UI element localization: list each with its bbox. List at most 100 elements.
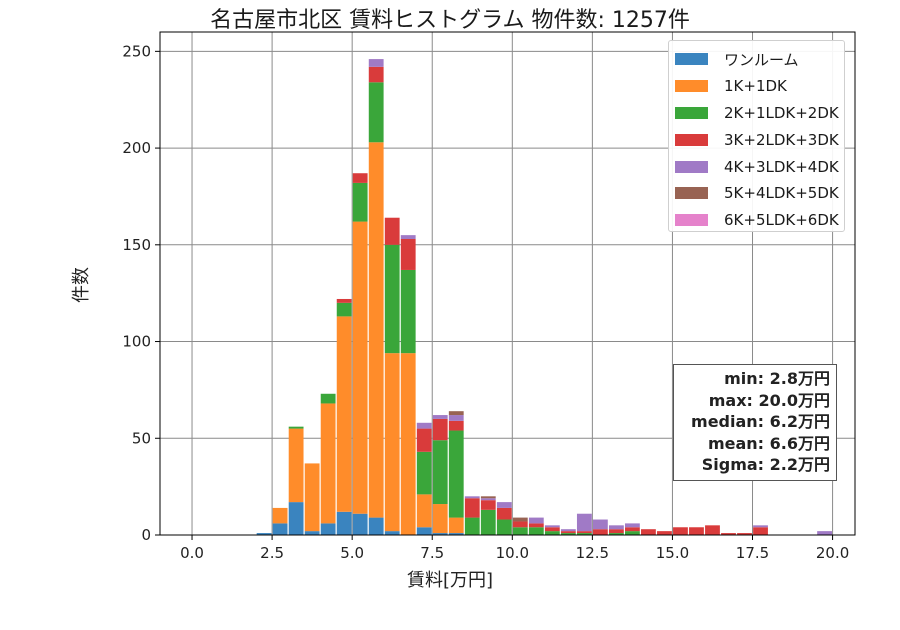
bar-segment: [528, 523, 544, 528]
bar-segment: [416, 422, 432, 429]
bar-segment: [480, 509, 496, 535]
bar-segment: [625, 531, 640, 535]
bar-segment: [432, 504, 448, 534]
bar-segment: [689, 527, 704, 535]
legend-label: 2K+1LDK+2DK: [724, 103, 839, 122]
x-axis-label: 賃料[万円]: [406, 570, 494, 591]
bar-segment: [320, 523, 336, 535]
bar-segment: [368, 142, 384, 518]
y-tick-label: 250: [122, 42, 151, 60]
legend-item: ワンルーム: [675, 46, 844, 73]
bar-segment: [448, 415, 464, 421]
bar-segment: [753, 525, 768, 528]
bar-segment: [448, 533, 464, 535]
bar-segment: [352, 513, 368, 535]
bar-segment: [352, 221, 368, 514]
bar-segment: [336, 298, 352, 303]
bar-segment: [641, 529, 656, 535]
bar-segment: [352, 173, 368, 183]
x-tick-label: 5.0: [340, 544, 364, 562]
bar-segment: [464, 498, 480, 518]
x-tick-label: 0.0: [180, 544, 204, 562]
y-tick-label: 150: [122, 236, 151, 254]
bar-segment: [544, 525, 560, 528]
bar-segment: [528, 517, 544, 524]
bar-segment: [432, 418, 448, 441]
legend-swatch: [675, 214, 708, 227]
bar-segment: [625, 523, 640, 528]
bar-segment: [400, 239, 416, 270]
bar-segment: [544, 527, 560, 532]
bar-segment: [304, 463, 320, 532]
bar-segment: [560, 529, 576, 532]
legend-item: 3K+2LDK+3DK: [675, 126, 844, 153]
stat-mean: mean: 6.6万円: [707, 433, 830, 453]
bar-segment: [368, 66, 384, 83]
bar-segment: [592, 529, 608, 535]
y-tick-label: 0: [141, 526, 151, 544]
bar-segment: [416, 527, 432, 535]
bar-segment: [432, 415, 448, 419]
y-tick-label: 50: [132, 429, 151, 447]
stat-sigma: Sigma: 2.2万円: [701, 455, 830, 474]
legend-label: 4K+3LDK+4DK: [724, 157, 839, 176]
chart-title: 名古屋市北区 賃料ヒストグラム 物件数: 1257件: [210, 8, 690, 33]
x-tick-label: 2.5: [260, 544, 284, 562]
bar-segment: [432, 440, 448, 505]
y-tick-label: 200: [122, 139, 151, 157]
legend-swatch: [675, 187, 708, 200]
legend-label: 1K+1DK: [724, 77, 787, 96]
bars-layer: [256, 59, 832, 535]
bar-segment: [384, 244, 400, 354]
bar-segment: [416, 428, 432, 452]
legend-item: 2K+1LDK+2DK: [675, 100, 844, 127]
y-tick-label: 100: [122, 333, 151, 351]
legend-swatch: [675, 160, 708, 173]
legend-item: 4K+3LDK+4DK: [675, 153, 844, 180]
bar-segment: [384, 531, 400, 535]
legend-label: 3K+2LDK+3DK: [724, 130, 839, 149]
x-tick-label: 20.0: [816, 544, 849, 562]
bar-segment: [384, 353, 400, 532]
stats-box: min: 2.8万円 max: 20.0万円 median: 6.2万円 mea…: [673, 364, 837, 481]
bar-segment: [336, 511, 352, 535]
bar-segment: [608, 533, 624, 535]
bar-segment: [288, 426, 304, 429]
bar-segment: [256, 533, 272, 535]
bar-segment: [400, 269, 416, 354]
bar-segment: [592, 519, 608, 530]
plot-frame: [159, 31, 856, 536]
bar-segment: [320, 403, 336, 524]
x-axis-ticks: 0.0 2.5 5.0 7.5 10.0 12.5 15.0 17.5 20.0: [180, 535, 849, 562]
legend-label: 6K+5LDK+6DK: [724, 211, 839, 230]
bar-segment: [753, 527, 768, 535]
legend-swatch: [675, 106, 708, 119]
bar-segment: [288, 428, 304, 503]
y-axis-label: 件数: [71, 267, 92, 303]
bar-segment: [673, 527, 688, 535]
bar-segment: [576, 531, 592, 534]
bar-segment: [737, 533, 752, 535]
bar-segment: [608, 525, 624, 530]
bar-segment: [464, 517, 480, 535]
bar-segment: [480, 500, 496, 510]
bar-segment: [721, 533, 736, 535]
legend-label: 5K+4LDK+5DK: [724, 184, 839, 203]
legend-label: ワンルーム: [724, 50, 799, 69]
bar-segment: [496, 519, 512, 535]
legend-item: 1K+1DK: [675, 73, 844, 100]
bar-segment: [480, 496, 496, 499]
bar-segment: [512, 527, 528, 535]
y-axis-ticks: 0 50 100 150 200 250: [122, 42, 160, 544]
x-tick-label: 12.5: [576, 544, 609, 562]
x-tick-label: 10.0: [496, 544, 529, 562]
bar-segment: [448, 517, 464, 534]
bar-segment: [512, 521, 528, 528]
bar-segment: [528, 527, 544, 535]
bar-segment: [544, 531, 560, 535]
bar-segment: [368, 517, 384, 535]
bar-segment: [576, 533, 592, 535]
legend-item: 6K+5LDK+6DK: [675, 207, 844, 234]
bar-segment: [560, 533, 576, 535]
bar-segment: [416, 494, 432, 528]
